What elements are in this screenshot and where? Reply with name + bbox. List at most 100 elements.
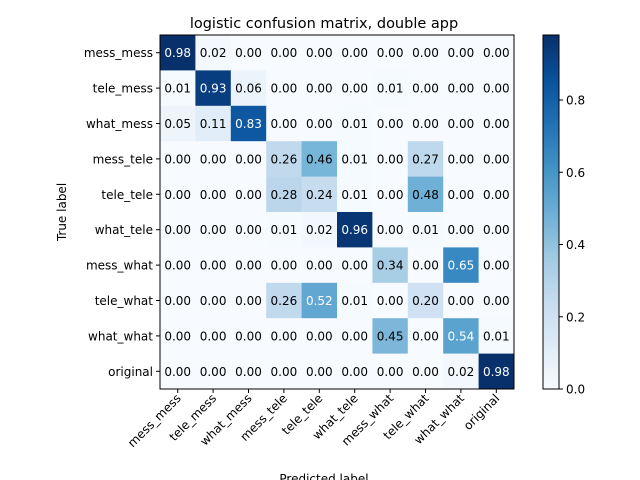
- cell-value-label: 0.00: [164, 223, 191, 237]
- cell-value-label: 0.00: [306, 117, 333, 131]
- heatmap-cell: [407, 247, 444, 284]
- cell-value-label: 0.01: [341, 294, 368, 308]
- heatmap-cell: [195, 353, 232, 390]
- cell-value-label: 0.00: [483, 294, 510, 308]
- cell-value-label: 0.01: [483, 329, 510, 343]
- heatmap-cell: [407, 70, 444, 107]
- cell-value-label: 0.28: [271, 188, 298, 202]
- heatmap-cell: [195, 141, 232, 178]
- cell-value-label: 0.00: [306, 329, 333, 343]
- heatmap-cell: [407, 212, 444, 248]
- heatmap-cell: [230, 105, 267, 142]
- heatmap-cell: [160, 105, 196, 142]
- cell-value-label: 0.01: [377, 82, 404, 96]
- heatmap-cell: [478, 105, 515, 142]
- colorbar-ticks: 0.0 0.2 0.4 0.6 0.8: [559, 94, 585, 397]
- cell-value-label: 0.02: [448, 365, 475, 379]
- heatmap-cell: [443, 247, 480, 284]
- heatmap-cells: [160, 35, 515, 390]
- heatmap-cell: [337, 318, 373, 355]
- cell-value-label: 0.01: [164, 82, 191, 96]
- cell-value-label: 0.83: [235, 117, 262, 131]
- cell-value-label: 0.00: [412, 365, 439, 379]
- cell-value-label: 0.00: [235, 188, 262, 202]
- heatmap-cell: [301, 247, 338, 284]
- heatmap-cell: [266, 176, 303, 213]
- heatmap-cell: [301, 35, 338, 71]
- cell-value-label: 0.05: [164, 117, 191, 131]
- heatmap-cell: [195, 318, 232, 355]
- cell-value-label: 0.26: [271, 294, 298, 308]
- cell-value-label: 0.00: [448, 46, 475, 60]
- y-tick-label: tele_what: [95, 294, 154, 308]
- colorbar-tick-label: 0.2: [566, 310, 585, 324]
- heatmap-cell: [230, 353, 267, 390]
- cell-value-label: 0.24: [306, 188, 333, 202]
- cell-value-label: 0.00: [164, 294, 191, 308]
- heatmap-cell: [160, 282, 196, 319]
- cell-value-label: 0.00: [483, 46, 510, 60]
- cell-value-label: 0.00: [235, 46, 262, 60]
- y-tick-label: mess_what: [86, 259, 153, 273]
- heatmap-cell: [266, 35, 303, 71]
- heatmap-cell: [266, 141, 303, 178]
- cell-value-label: 0.00: [341, 82, 368, 96]
- heatmap-cell: [407, 353, 444, 390]
- heatmap-cell: [195, 247, 232, 284]
- cell-value-label: 0.00: [483, 152, 510, 166]
- cell-value-label: 0.20: [412, 294, 439, 308]
- heatmap-cell: [230, 212, 267, 248]
- cell-value-label: 0.00: [200, 294, 227, 308]
- cell-value-label: 0.00: [306, 259, 333, 273]
- heatmap-cell: [337, 353, 373, 390]
- cell-value-label: 0.00: [483, 117, 510, 131]
- y-tick-label: what_tele: [95, 223, 153, 237]
- y-tick-label: mess_mess: [84, 46, 153, 60]
- y-tick-label: mess_tele: [93, 152, 153, 166]
- heatmap-cell: [372, 247, 409, 284]
- cell-value-label: 0.00: [377, 117, 404, 131]
- cell-value-label: 0.00: [341, 259, 368, 273]
- heatmap-cell: [337, 282, 373, 319]
- heatmap-cell: [478, 318, 515, 355]
- heatmap-cell: [337, 176, 373, 213]
- cell-value-label: 0.00: [200, 259, 227, 273]
- heatmap-cell: [230, 141, 267, 178]
- heatmap-cell: [337, 247, 373, 284]
- cell-value-label: 0.00: [271, 46, 298, 60]
- heatmap-cell: [443, 318, 480, 355]
- cell-value-label: 0.34: [377, 259, 404, 273]
- colorbar: 0.0 0.2 0.4 0.6 0.8: [542, 34, 585, 397]
- y-tick-label: what_mess: [86, 117, 153, 131]
- y-tick-label: tele_mess: [93, 82, 153, 96]
- cell-value-label: 0.06: [235, 82, 262, 96]
- heatmap-cell: [266, 353, 303, 390]
- cell-value-label: 0.00: [412, 329, 439, 343]
- cell-value-label: 0.00: [448, 223, 475, 237]
- cell-value-label: 0.00: [412, 46, 439, 60]
- heatmap-cell: [372, 282, 409, 319]
- cell-value-label: 0.54: [448, 329, 475, 343]
- heatmap-cell: [266, 70, 303, 107]
- heatmap-cell: [301, 70, 338, 107]
- cell-value-label: 0.00: [448, 188, 475, 202]
- heatmap-cell: [443, 282, 480, 319]
- heatmap-cell: [195, 70, 232, 107]
- colorbar-tick-label: 0.4: [566, 238, 585, 252]
- heatmap-cell: [372, 105, 409, 142]
- heatmap-cell: [160, 141, 196, 178]
- heatmap-cell: [160, 212, 196, 248]
- cell-value-label: 0.00: [341, 329, 368, 343]
- cell-value-label: 0.00: [271, 117, 298, 131]
- heatmap-cell: [407, 35, 444, 71]
- cell-value-label: 0.93: [200, 82, 227, 96]
- heatmap-cell: [372, 318, 409, 355]
- heatmap-cell: [407, 141, 444, 178]
- heatmap-cell: [160, 70, 196, 107]
- y-tick-label: original: [108, 365, 153, 379]
- cell-value-label: 0.00: [412, 82, 439, 96]
- heatmap-cell: [301, 282, 338, 319]
- heatmap-cell: [195, 212, 232, 248]
- cell-value-label: 0.00: [164, 259, 191, 273]
